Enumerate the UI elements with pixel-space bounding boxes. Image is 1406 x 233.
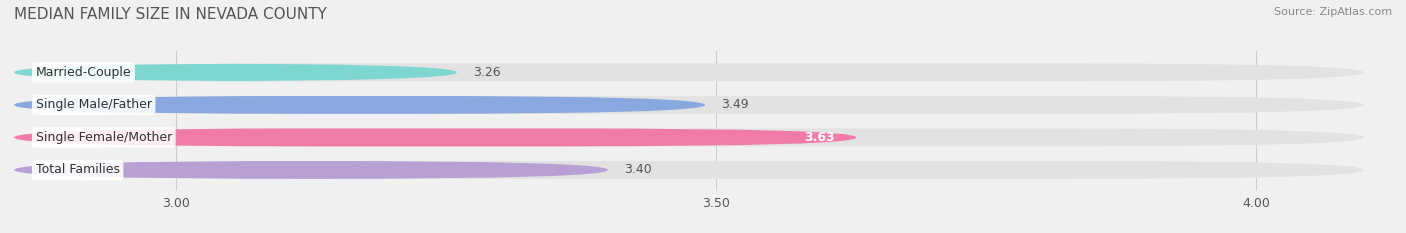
Text: Single Female/Mother: Single Female/Mother — [35, 131, 172, 144]
FancyBboxPatch shape — [14, 161, 607, 179]
FancyBboxPatch shape — [14, 161, 1364, 179]
Text: Single Male/Father: Single Male/Father — [35, 98, 152, 111]
FancyBboxPatch shape — [14, 96, 706, 114]
Text: 3.63: 3.63 — [804, 131, 835, 144]
Text: Married-Couple: Married-Couple — [35, 66, 131, 79]
FancyBboxPatch shape — [14, 128, 856, 146]
Text: 3.26: 3.26 — [472, 66, 501, 79]
FancyBboxPatch shape — [14, 96, 1364, 114]
FancyBboxPatch shape — [14, 128, 1364, 146]
FancyBboxPatch shape — [14, 63, 457, 81]
Text: 3.49: 3.49 — [721, 98, 749, 111]
Text: 3.40: 3.40 — [624, 163, 652, 176]
Text: MEDIAN FAMILY SIZE IN NEVADA COUNTY: MEDIAN FAMILY SIZE IN NEVADA COUNTY — [14, 7, 328, 22]
FancyBboxPatch shape — [14, 63, 1364, 81]
Text: Total Families: Total Families — [35, 163, 120, 176]
Text: Source: ZipAtlas.com: Source: ZipAtlas.com — [1274, 7, 1392, 17]
